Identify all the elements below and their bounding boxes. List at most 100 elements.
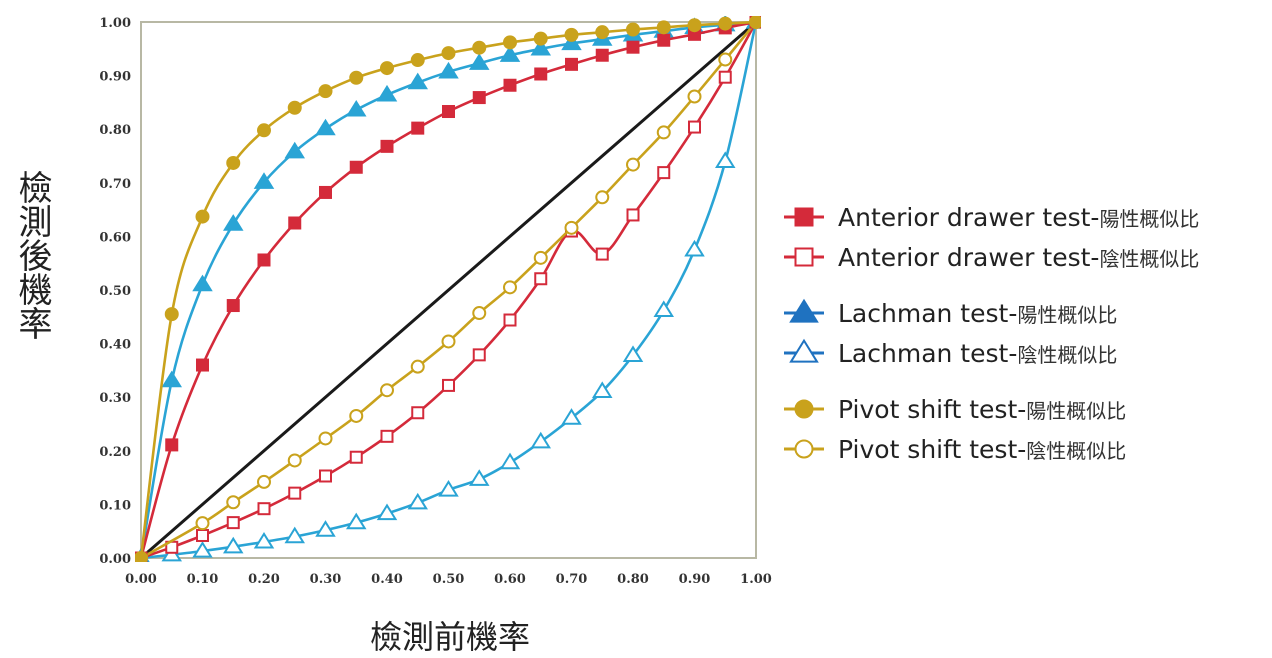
data-point [164, 307, 179, 322]
data-point [195, 516, 210, 531]
y-axis-title: 檢測後機率 [12, 170, 52, 340]
data-point [288, 216, 302, 230]
data-point [442, 378, 455, 392]
data-point [349, 160, 363, 174]
x-tick-label: 0.50 [433, 572, 465, 587]
series-layer [135, 16, 761, 562]
data-point [591, 381, 613, 398]
data-point [257, 253, 271, 267]
x-tick-label: 0.10 [187, 572, 219, 587]
data-point [349, 450, 363, 464]
data-point [407, 492, 429, 510]
data-point [380, 383, 394, 398]
x-axis-title: 檢測前機率 [370, 618, 531, 656]
data-point [503, 35, 517, 50]
data-point [441, 46, 456, 61]
data-point [165, 438, 179, 452]
data-point [257, 502, 271, 516]
data-point [499, 452, 521, 470]
data-point [684, 239, 705, 257]
data-point [564, 220, 579, 235]
data-point [376, 84, 398, 102]
data-point [287, 453, 302, 468]
data-point [161, 370, 183, 388]
reference-diagonal-line [140, 20, 757, 560]
legend-swatch [784, 207, 824, 227]
data-point [345, 512, 367, 530]
data-point [319, 185, 332, 199]
data-point [718, 16, 733, 31]
legend-swatch-marker [794, 399, 814, 419]
series-line [140, 21, 758, 560]
legend-swatch-marker [794, 439, 814, 459]
data-point [410, 359, 425, 374]
y-tick-label: 0.30 [99, 391, 131, 406]
legend-label-suffix: 陽性概似比 [1099, 206, 1200, 231]
series-4 [135, 16, 761, 562]
data-point [530, 38, 552, 56]
data-point [472, 348, 486, 362]
data-point [565, 57, 578, 71]
legend-swatch-marker [789, 298, 819, 323]
legend-swatch-marker [789, 338, 819, 363]
data-point [718, 52, 733, 67]
data-point [226, 495, 241, 510]
y-tick-labels: 0.00 0.10 0.20 0.30 0.40 0.50 0.60 0.70 0.80 0.90… [99, 16, 131, 567]
legend-item: Pivot shift test- 陰性概似比 [782, 432, 1126, 466]
data-point [595, 190, 610, 205]
y-tick-label: 0.90 [99, 70, 131, 85]
data-point [595, 25, 610, 40]
data-point [284, 526, 306, 544]
data-point [345, 99, 367, 117]
data-point [472, 40, 487, 55]
x-tick-label: 0.70 [556, 572, 588, 587]
legend-swatch [784, 298, 824, 323]
data-point [622, 345, 644, 363]
y-tick-label: 0.70 [99, 177, 131, 192]
data-point [319, 469, 332, 483]
data-point [411, 406, 425, 420]
data-point [442, 105, 455, 119]
data-point [561, 408, 582, 425]
legend-item: Lachman test- 陰性概似比 [782, 336, 1117, 370]
data-point [653, 300, 675, 318]
data-point [380, 139, 394, 153]
y-tick-label: 0.50 [99, 284, 131, 299]
data-point [438, 61, 459, 79]
legend-swatch [784, 247, 824, 267]
legend-swatch [784, 399, 824, 419]
data-point [318, 431, 333, 446]
legend-label: Lachman test- [838, 298, 1018, 328]
data-point [315, 118, 336, 136]
data-point [472, 91, 486, 105]
data-point [656, 20, 671, 35]
legend-label-suffix: 陰性概似比 [1026, 438, 1127, 463]
data-point [533, 250, 548, 265]
x-tick-label: 0.30 [310, 572, 342, 587]
origin-point [135, 551, 148, 562]
end-point [749, 16, 761, 29]
data-point [626, 40, 640, 54]
data-point [257, 474, 271, 489]
y-tick-label: 0.20 [99, 445, 131, 460]
data-point [318, 84, 333, 99]
y-tick-label: 0.60 [99, 230, 131, 245]
data-point [380, 61, 394, 76]
data-point [657, 166, 671, 180]
data-point [564, 27, 579, 42]
legend-item: Anterior drawer test- 陽性概似比 [782, 200, 1199, 234]
data-point [503, 280, 517, 295]
data-point [349, 408, 364, 423]
data-point [253, 172, 275, 189]
data-point [284, 141, 306, 159]
data-point [503, 78, 517, 92]
data-point [468, 53, 490, 70]
legend-item: Anterior drawer test- 陰性概似比 [782, 240, 1199, 274]
data-point [714, 151, 736, 169]
x-tick-label: 0.40 [371, 572, 403, 587]
legend-swatch [784, 439, 824, 459]
x-tick-labels: 0.00 0.10 0.20 0.30 0.40 0.50 0.60 0.70 0.80 0.90… [125, 572, 772, 587]
data-point [530, 431, 552, 449]
data-point [226, 155, 241, 170]
data-point [376, 503, 398, 521]
